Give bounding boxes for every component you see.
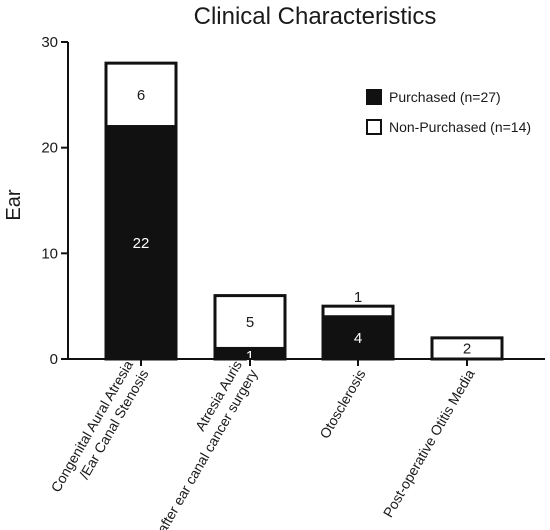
legend-swatch-purchased — [366, 89, 382, 105]
data-label-purchased-1: 1 — [246, 348, 254, 365]
data-label-purchased-2: 4 — [354, 330, 362, 347]
legend-label-non-purchased: Non-Purchased (n=14) — [389, 119, 531, 135]
y-tick-label-20: 20 — [41, 140, 58, 157]
category-label-3: Post-operative Otitis Media — [380, 366, 478, 520]
category-label-2: Otosclerosis — [316, 367, 368, 442]
data-label-non-purchased-1: 5 — [246, 314, 254, 331]
legend-swatch-non-purchased — [366, 119, 382, 135]
y-axis-label: Ear — [3, 189, 25, 220]
data-label-purchased-0: 22 — [133, 235, 150, 252]
legend-label-purchased: Purchased (n=27) — [389, 89, 501, 105]
bar-segment-purchased-0 — [104, 125, 178, 361]
chart-title: Clinical Characteristics — [194, 3, 437, 30]
y-tick-label-0: 0 — [50, 351, 58, 368]
bar-segment-non-purchased-0 — [104, 61, 178, 129]
y-tick-label-30: 30 — [41, 34, 58, 51]
bar-segment-non-purchased-1 — [213, 294, 287, 350]
data-label-non-purchased-0: 6 — [137, 87, 145, 104]
data-label-non-purchased-2: 1 — [354, 289, 362, 306]
bars-layer: 22 6 1 5 4 1 2 — [104, 61, 504, 365]
category-label-line-1-1: after ear canal cancer surgery — [154, 367, 261, 530]
bar-segment-non-purchased-2 — [321, 304, 395, 319]
y-tick-label-10: 10 — [41, 245, 58, 262]
category-label-line-2-0: Otosclerosis — [316, 367, 368, 442]
category-label-0: Congenital Aural Atresia/Ear Canal Steno… — [47, 357, 151, 495]
category-label-line-3-0: Post-operative Otitis Media — [380, 366, 478, 520]
data-label-non-purchased-3: 2 — [463, 340, 471, 357]
legend: Purchased (n=27) Non-Purchased (n=14) — [366, 89, 531, 135]
bar-segment-purchased-2 — [321, 315, 395, 361]
